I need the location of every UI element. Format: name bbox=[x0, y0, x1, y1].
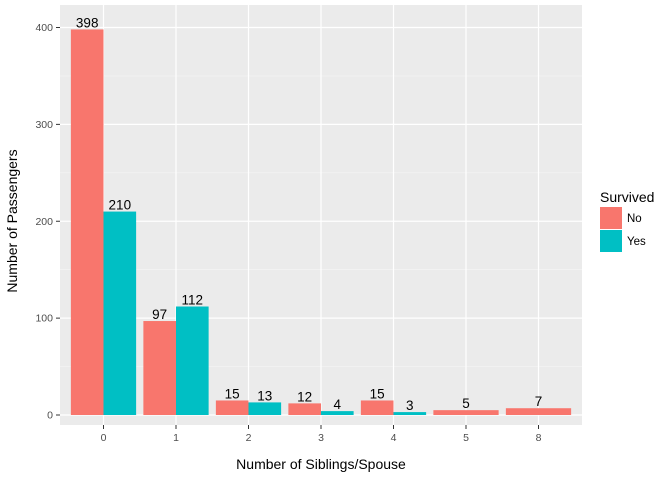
data-label-no-5: 5 bbox=[462, 396, 470, 411]
y-tick-label: 200 bbox=[35, 216, 53, 228]
legend-title: Survived bbox=[600, 189, 654, 205]
data-label-no-4: 15 bbox=[370, 386, 385, 401]
bar-no-8 bbox=[505, 408, 572, 415]
x-tick-label: 1 bbox=[173, 432, 179, 444]
data-label-yes-2: 13 bbox=[257, 388, 272, 403]
data-label-yes-3: 4 bbox=[334, 397, 342, 412]
bar-yes-3 bbox=[321, 411, 354, 415]
bar-yes-4 bbox=[393, 412, 427, 415]
y-axis: 0 100 200 300 400 bbox=[35, 22, 60, 422]
data-label-yes-4: 3 bbox=[406, 398, 414, 413]
bars bbox=[70, 29, 572, 415]
x-tick-label: 3 bbox=[318, 432, 324, 444]
data-label-no-2: 15 bbox=[225, 386, 240, 401]
bar-no-3 bbox=[288, 403, 321, 415]
data-label-no-0: 398 bbox=[76, 15, 99, 30]
legend-label-yes: Yes bbox=[627, 236, 646, 248]
y-tick-label: 100 bbox=[35, 313, 53, 325]
y-tick-label: 300 bbox=[35, 119, 53, 131]
bar-no-4 bbox=[360, 400, 394, 415]
legend: Survived No Yes bbox=[600, 189, 654, 252]
bar-no-2 bbox=[215, 400, 249, 415]
x-tick-label: 4 bbox=[391, 432, 397, 444]
x-axis-title: Number of Siblings/Spouse bbox=[236, 456, 406, 472]
legend-key-no bbox=[600, 207, 622, 229]
legend-key-yes bbox=[600, 230, 622, 252]
data-label-no-3: 12 bbox=[297, 389, 312, 404]
x-tick-label: 0 bbox=[101, 432, 107, 444]
bar-no-1 bbox=[143, 321, 176, 415]
bar-yes-0 bbox=[103, 211, 137, 415]
x-tick-label: 8 bbox=[536, 432, 542, 444]
data-label-no-8: 7 bbox=[535, 394, 543, 409]
x-tick-label: 5 bbox=[463, 432, 469, 444]
y-tick-label: 0 bbox=[47, 410, 53, 422]
bar-no-5 bbox=[433, 410, 499, 415]
data-label-yes-1: 112 bbox=[182, 293, 204, 308]
x-tick-label: 2 bbox=[246, 432, 252, 444]
y-axis-title: Number of Passengers bbox=[4, 149, 20, 292]
data-labels: 398 210 97 112 15 13 12 4 15 3 5 7 bbox=[76, 15, 542, 413]
data-label-no-1: 97 bbox=[152, 307, 167, 322]
bar-yes-2 bbox=[248, 402, 282, 415]
y-tick-label: 400 bbox=[35, 22, 53, 34]
bar-yes-1 bbox=[176, 306, 209, 415]
data-label-yes-0: 210 bbox=[109, 198, 132, 213]
legend-label-no: No bbox=[627, 213, 642, 225]
x-axis: 0 1 2 3 4 5 8 bbox=[101, 425, 542, 444]
bar-no-0 bbox=[70, 29, 104, 415]
